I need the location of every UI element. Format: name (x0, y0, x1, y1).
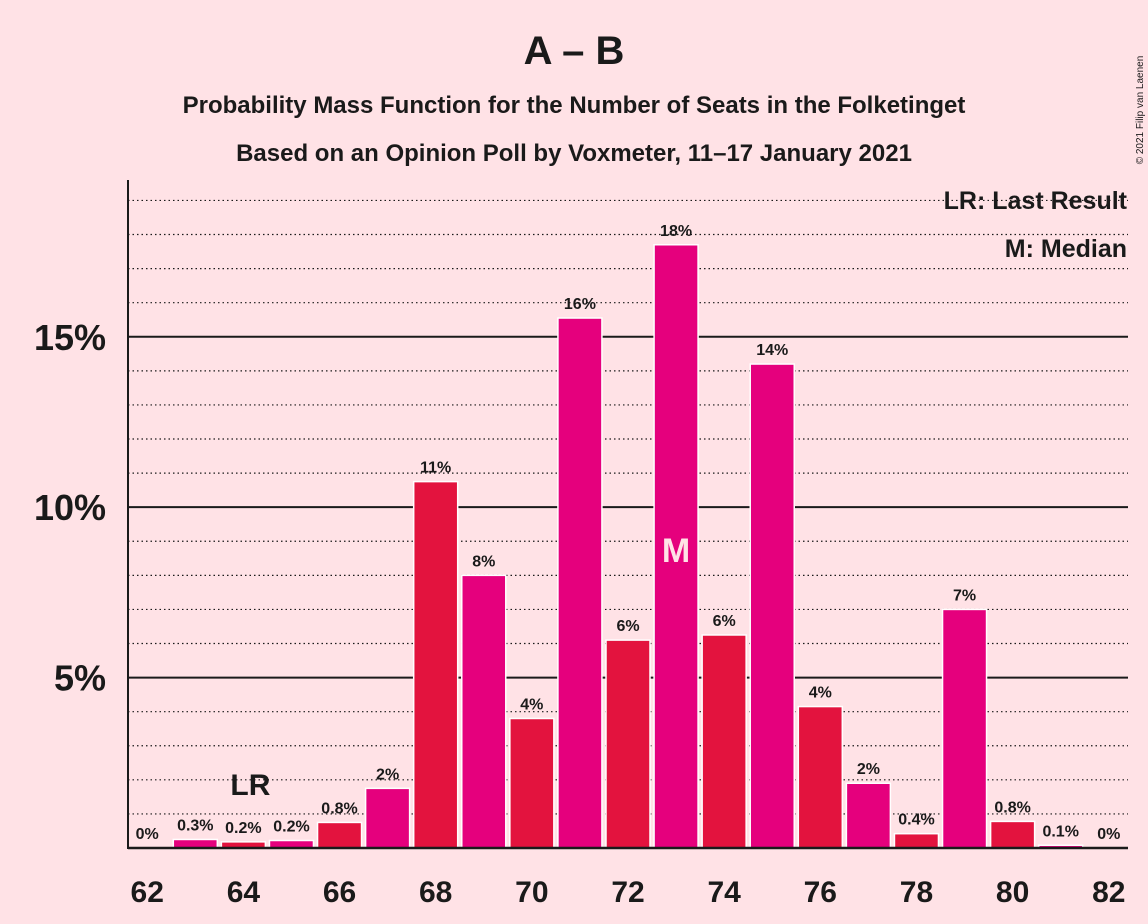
x-tick-label: 82 (1092, 876, 1125, 909)
data-label-seat-80: 0.8% (994, 799, 1030, 816)
bar-seat-78 (893, 832, 940, 849)
data-label-seat-82: 0% (1097, 826, 1120, 843)
chart-subtitle-2: Based on an Opinion Poll by Voxmeter, 11… (236, 140, 912, 167)
data-label-seat-79: 7% (953, 587, 976, 604)
data-label-seat-65: 0.2% (273, 819, 309, 836)
x-tick-label: 62 (131, 876, 164, 909)
legend-median: M: Median (1005, 235, 1127, 263)
bar-seat-75 (749, 363, 795, 849)
data-label-seat-68: 11% (420, 460, 451, 477)
bar-seat-67 (364, 787, 411, 849)
x-tick-label: 76 (804, 876, 837, 909)
x-tick-label: 72 (611, 876, 644, 909)
x-tick-label: 78 (900, 876, 933, 909)
bar-seat-77 (845, 782, 892, 849)
y-tick-label: 10% (34, 487, 106, 528)
bar-seat-74 (701, 634, 747, 849)
data-label-seat-70: 4% (520, 696, 543, 713)
data-label-seat-73: 18% (660, 223, 692, 240)
median-marker: M (662, 532, 690, 570)
x-tick-label: 68 (419, 876, 452, 909)
x-tick-label: 74 (707, 876, 741, 909)
bar-seat-63 (172, 838, 219, 849)
data-label-seat-66: 0.8% (321, 800, 357, 817)
x-tick-label: 66 (323, 876, 356, 909)
data-label-seat-72: 6% (616, 618, 639, 635)
x-tick-label: 70 (515, 876, 548, 909)
last-result-marker: LR (230, 769, 270, 802)
axes-group: 5% 10% 15% 62 64 66 68 70 72 74 76 78 80 82 (34, 180, 1128, 909)
bars-group: 0%0.3% 0.2%LR0.2%0.8%2%11%8%4%16%6%18%M6%… (136, 223, 1120, 849)
x-tick-label: 80 (996, 876, 1029, 909)
data-label-seat-81: 0.1% (1042, 823, 1078, 840)
copyright-notice: © 2021 Filip van Laenen (1135, 56, 1146, 165)
data-label-seat-71: 16% (564, 296, 596, 313)
data-label-seat-77: 2% (857, 761, 880, 778)
data-label-seat-74: 6% (713, 613, 736, 630)
legend-last-result: LR: Last Result (944, 187, 1128, 215)
x-tick-label: 64 (227, 876, 261, 909)
bar-seat-68 (412, 480, 459, 849)
bar-seat-69 (461, 574, 507, 849)
bar-seat-70 (509, 717, 555, 849)
bar-seat-73 (653, 244, 699, 849)
data-label-seat-76: 4% (809, 685, 832, 702)
data-label-seat-69: 8% (472, 553, 495, 570)
y-tick-label: 15% (34, 317, 106, 358)
y-tick-label: 5% (54, 658, 106, 699)
bar-seat-72 (605, 639, 651, 849)
bar-seat-80 (989, 820, 1036, 849)
bar-seat-71 (557, 317, 603, 849)
data-label-seat-63: 0.3% (177, 817, 213, 834)
data-label-seat-75: 14% (756, 342, 788, 359)
chart-title: A – B (524, 29, 625, 73)
data-label-seat-64: 0.2% (225, 820, 261, 837)
data-label-seat-62: 0% (136, 826, 159, 843)
data-label-seat-78: 0.4% (898, 812, 934, 829)
bar-seat-66 (316, 821, 363, 849)
bar-seat-79 (941, 608, 988, 849)
chart-subtitle-1: Probability Mass Function for the Number… (183, 92, 966, 119)
bar-seat-76 (797, 705, 844, 849)
data-label-seat-67: 2% (376, 766, 399, 783)
